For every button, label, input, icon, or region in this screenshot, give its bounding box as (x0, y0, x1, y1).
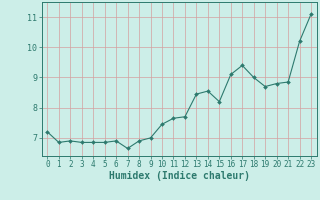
X-axis label: Humidex (Indice chaleur): Humidex (Indice chaleur) (109, 171, 250, 181)
